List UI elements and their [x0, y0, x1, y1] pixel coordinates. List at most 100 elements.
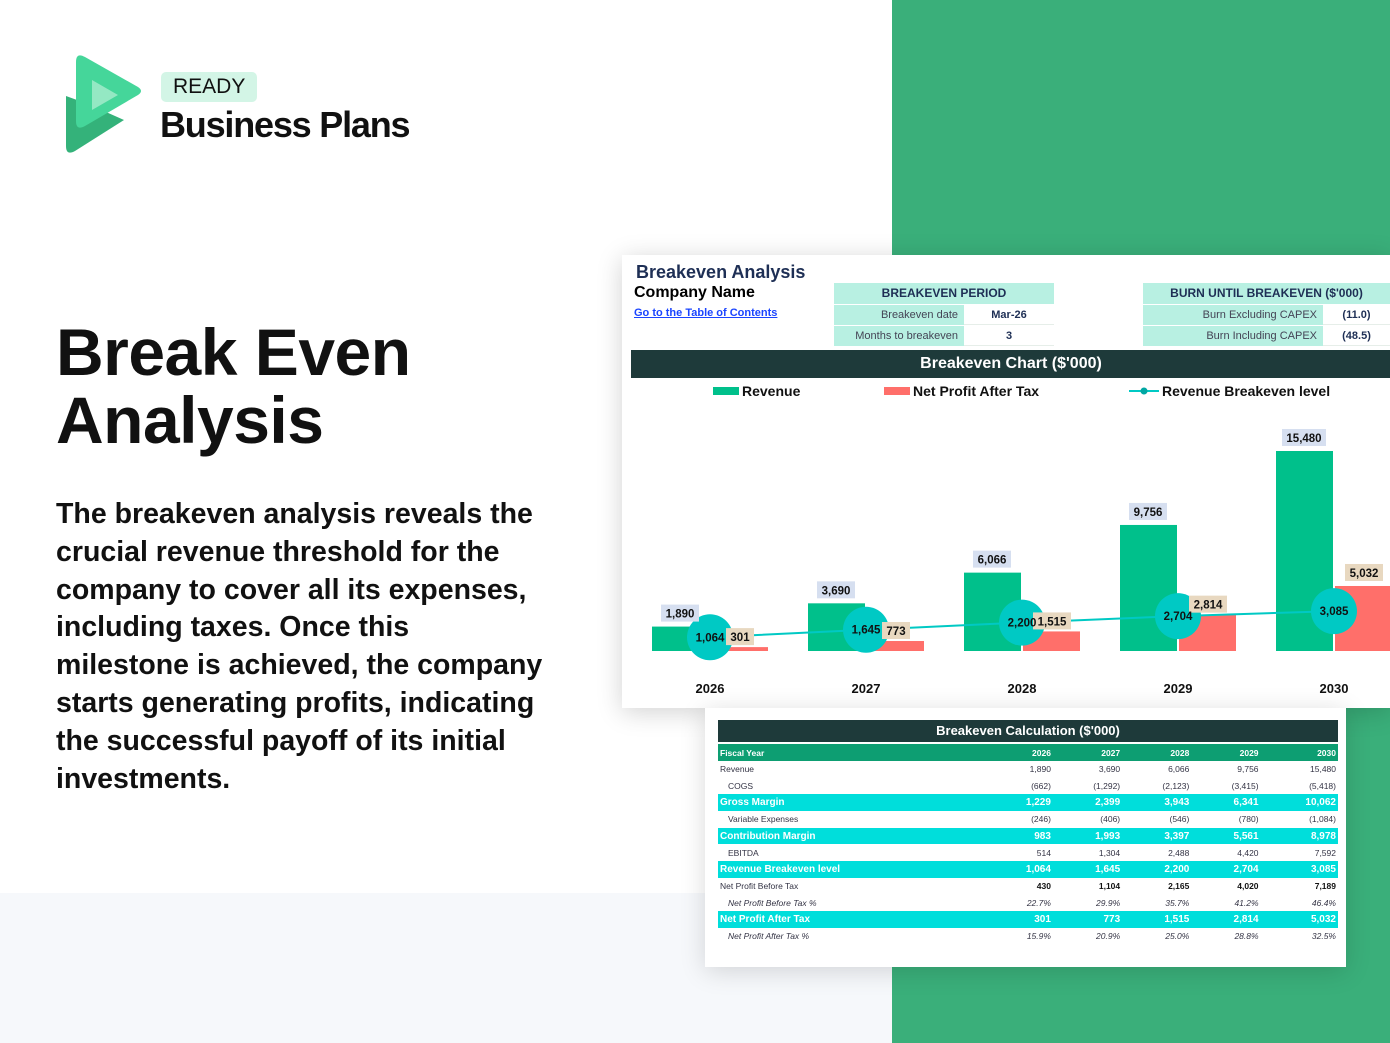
page-title: Break Even Analysis: [56, 318, 411, 454]
table-cell: 7,189: [1314, 881, 1336, 892]
header-cell: 2030: [1260, 744, 1338, 761]
table-cell: 10,062: [1260, 794, 1338, 812]
net-profit-bar: [867, 641, 924, 651]
revenue-data-label-bg: [1129, 502, 1167, 520]
legend-net-profit: Net Profit After Tax: [884, 383, 1039, 399]
table-cell: (5,418): [1309, 781, 1336, 792]
table-cell: 2,200: [1122, 861, 1192, 878]
description: The breakeven analysis reveals the cruci…: [56, 498, 543, 795]
table-cell: 8,978: [1260, 827, 1338, 845]
x-tick-label: 2028: [1008, 681, 1037, 696]
table-cell: 4,020: [1237, 881, 1259, 892]
profit-data-label-bg: [1033, 612, 1071, 630]
breakeven-date-label: Breakeven date: [834, 305, 964, 325]
revenue-data-label: 9,756: [1134, 507, 1163, 519]
table-cell: 2,814: [1191, 911, 1261, 928]
table-row: Revenue 1,890 3,690 6,066 9,756 15,480: [718, 761, 1338, 778]
table-cell: 28.8%: [1234, 931, 1259, 942]
header-cell: 2027: [1052, 744, 1123, 761]
breakeven-point: [843, 606, 889, 653]
revenue-data-label: 1,890: [666, 609, 695, 621]
brand-name: Business Plans: [160, 104, 411, 145]
legend-revenue: Revenue: [713, 383, 800, 399]
table-cell: 32.5%: [1311, 931, 1336, 942]
table-cell: 5,561: [1191, 827, 1261, 845]
table-cell: (406): [1100, 814, 1121, 825]
table-row: Gross Margin 1,229 2,399 3,943 6,341 10,062: [718, 794, 1338, 812]
table-cell: 430: [1036, 881, 1051, 892]
breakeven-data-label: 3,085: [1320, 606, 1349, 618]
title-line-1: Break Even: [56, 315, 411, 389]
burn-incl-capex-value: (48.5): [1323, 326, 1390, 346]
ready-business-plans-logo-icon: [66, 55, 141, 153]
breakeven-period-box: BREAKEVEN PERIOD Breakeven date Mar-26 Mo…: [834, 283, 1054, 346]
legend-label: Revenue Breakeven level: [1162, 383, 1331, 399]
table-title: Breakeven Calculation ($'000): [718, 720, 1338, 742]
breakeven-calculation-card: Breakeven Calculation ($'000) Fiscal Yea…: [705, 708, 1346, 967]
table-cell: 3,943: [1122, 794, 1192, 812]
table-row: Net Profit After Tax % 15.9% 20.9% 25.0% 28.…: [718, 928, 1338, 945]
profit-data-label: 2,814: [1194, 600, 1223, 612]
profit-data-label: 773: [886, 626, 905, 638]
title-line-2: Analysis: [56, 383, 324, 457]
profit-data-label: 301: [730, 632, 750, 644]
table-cell: 1,104: [1098, 881, 1121, 892]
sheet-title: Breakeven Analysis: [636, 262, 806, 282]
breakeven-data-label: 2,704: [1164, 611, 1193, 623]
table-cell: Contribution Margin: [718, 827, 988, 845]
legend-label: Revenue: [742, 383, 801, 399]
table-cell: 41.2%: [1234, 897, 1259, 908]
table-cell: 29.9%: [1096, 897, 1121, 908]
breakeven-point: [1311, 588, 1357, 635]
burn-header: BURN UNTIL BREAKEVEN ($'000): [1143, 283, 1390, 304]
table-cell: 20.9%: [1096, 931, 1121, 942]
table-cell: (3,415): [1231, 781, 1259, 792]
burn-excl-capex-value: (11.0): [1323, 305, 1390, 325]
table-cell: 1,515: [1122, 911, 1192, 928]
chart-title: Breakeven Chart ($'000): [631, 350, 1390, 378]
table-cell: (546): [1169, 814, 1190, 825]
table-cell: 15,480: [1310, 764, 1336, 775]
table-cell: 15.9%: [1026, 931, 1051, 942]
table-row: Net Profit Before Tax 430 1,104 2,165 4,020 7…: [718, 878, 1338, 895]
revenue-data-label: 15,480: [1286, 433, 1321, 445]
table-cell: Revenue: [720, 764, 755, 775]
breakeven-chart: 2026 2027 2028 2029 2030 1,890 301 1,064 3,690 77…: [652, 429, 1390, 696]
breakeven-calculation-table: Fiscal Year 2026 2027 2028 2029 2030 Revenue 1,…: [718, 744, 1338, 945]
company-name: Company Name: [634, 284, 755, 301]
revenue-data-label: 6,066: [978, 555, 1007, 567]
table-cell: Revenue Breakeven level: [718, 861, 988, 878]
table-of-contents-link[interactable]: Go to the Table of Contents: [634, 307, 778, 319]
profit-data-label: 1,515: [1038, 616, 1067, 628]
table-cell: (2,123): [1162, 781, 1190, 792]
table-row: COGS (662) (1,292) (2,123) (3,415) (5,418): [718, 778, 1338, 795]
table-cell: 301: [988, 911, 1053, 928]
breakeven-date-value: Mar-26: [964, 305, 1054, 325]
profit-data-label-bg: [882, 622, 910, 640]
breakeven-data-label: 2,200: [1008, 618, 1037, 630]
profit-data-label-bg: [726, 628, 754, 646]
table-row: Variable Expenses (246) (406) (546) (780) (1,…: [718, 811, 1338, 828]
table-cell: 6,341: [1191, 794, 1261, 812]
table-cell: 1,304: [1098, 847, 1121, 858]
breakeven-period-header: BREAKEVEN PERIOD: [834, 283, 1054, 304]
revenue-data-label-bg: [817, 581, 855, 599]
table-cell: 9,756: [1237, 764, 1259, 775]
table-cell: Net Profit After Tax %: [728, 931, 810, 942]
table-cell: Net Profit After Tax: [718, 911, 988, 928]
header-cell: 2026: [988, 744, 1053, 761]
revenue-data-label-bg: [1282, 429, 1326, 446]
breakeven-point: [687, 614, 733, 661]
table-cell: 1,993: [1052, 827, 1123, 845]
table-cell: Net Profit Before Tax: [720, 881, 799, 892]
table-cell: 2,399: [1052, 794, 1123, 812]
x-tick-label: 2029: [1164, 681, 1193, 696]
revenue-data-label-bg: [973, 550, 1011, 568]
profit-swatch: [884, 387, 910, 395]
profit-data-label-bg: [1345, 563, 1383, 581]
header-cell: 2028: [1122, 744, 1192, 761]
x-tick-label: 2026: [696, 681, 725, 696]
months-to-breakeven-value: 3: [964, 326, 1054, 346]
table-cell: 1,890: [1029, 764, 1051, 775]
burn-until-breakeven-box: BURN UNTIL BREAKEVEN ($'000) Burn Exclud…: [1143, 283, 1390, 346]
